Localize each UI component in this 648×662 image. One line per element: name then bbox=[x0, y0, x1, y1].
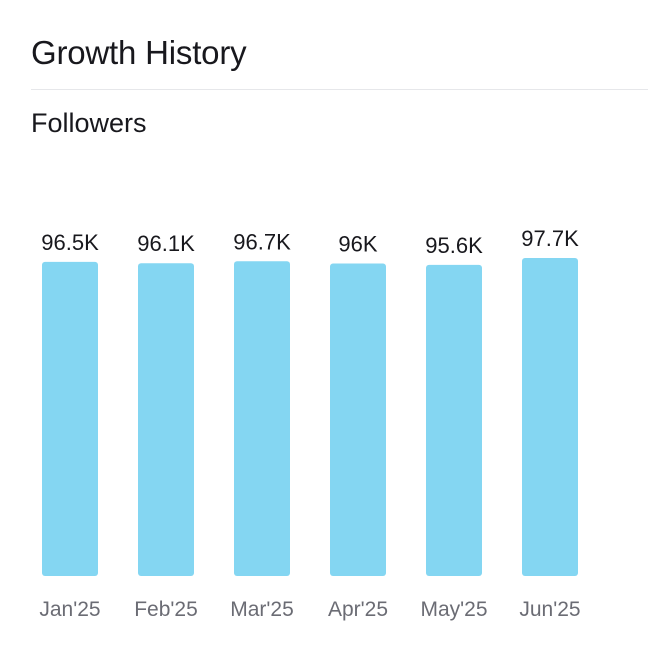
x-tick-label-3: Apr'25 bbox=[328, 598, 388, 621]
section-title: Followers bbox=[31, 108, 147, 138]
bar-value-label-3: 96K bbox=[338, 232, 377, 257]
card-title: Growth History bbox=[31, 34, 247, 71]
title-divider bbox=[31, 89, 648, 90]
x-tick-label-5: Jun'25 bbox=[519, 598, 580, 621]
bar-3[interactable] bbox=[330, 263, 386, 576]
bar-5[interactable] bbox=[522, 258, 578, 576]
bar-value-label-2: 96.7K bbox=[233, 229, 291, 254]
bar-4[interactable] bbox=[426, 264, 482, 576]
bar-2[interactable] bbox=[234, 261, 290, 576]
bar-value-label-1: 96.1K bbox=[137, 231, 195, 256]
x-tick-label-2: Mar'25 bbox=[230, 598, 294, 621]
bar-value-label-5: 97.7K bbox=[521, 226, 579, 251]
x-tick-label-0: Jan'25 bbox=[39, 598, 100, 621]
bar-value-label-0: 96.5K bbox=[41, 230, 99, 255]
bar-1[interactable] bbox=[138, 263, 194, 576]
bar-value-label-4: 95.6K bbox=[425, 233, 483, 258]
bar-0[interactable] bbox=[42, 261, 98, 576]
x-tick-label-4: May'25 bbox=[420, 598, 487, 621]
x-tick-label-1: Feb'25 bbox=[134, 598, 198, 621]
